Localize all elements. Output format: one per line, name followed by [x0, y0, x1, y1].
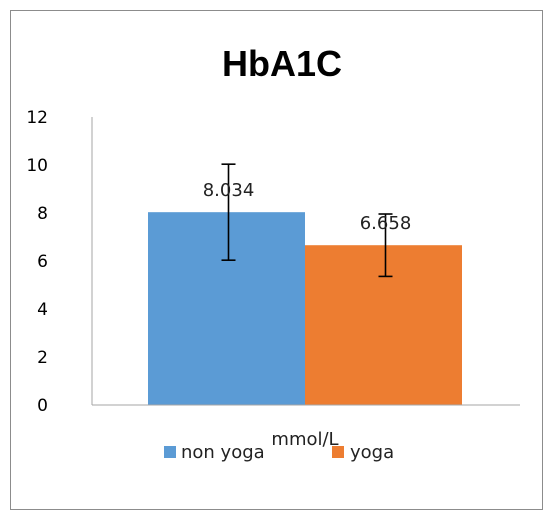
legend-swatch [332, 446, 344, 458]
y-tick-label: 4 [37, 300, 48, 320]
legend-label: yoga [350, 442, 394, 463]
legend-label: non yoga [181, 442, 265, 463]
y-tick-label: 10 [26, 156, 48, 176]
plot-area: 0 2 4 6 8 10 12 8.034 6.658 [26, 108, 520, 416]
x-axis-label: mmol/L [271, 429, 338, 450]
data-label: 6.658 [360, 213, 412, 234]
y-tick-label: 12 [26, 108, 48, 128]
legend: non yoga yoga [164, 442, 394, 463]
y-tick-label: 6 [37, 252, 48, 272]
data-label: 8.034 [203, 180, 255, 201]
y-tick-label: 2 [37, 348, 48, 368]
y-tick-label: 0 [37, 396, 48, 416]
bar-non-yoga [148, 212, 305, 405]
bar-yoga [305, 245, 462, 405]
chart-title: HbA1C [222, 43, 342, 84]
y-tick-label: 8 [37, 204, 48, 224]
legend-swatch [164, 446, 176, 458]
